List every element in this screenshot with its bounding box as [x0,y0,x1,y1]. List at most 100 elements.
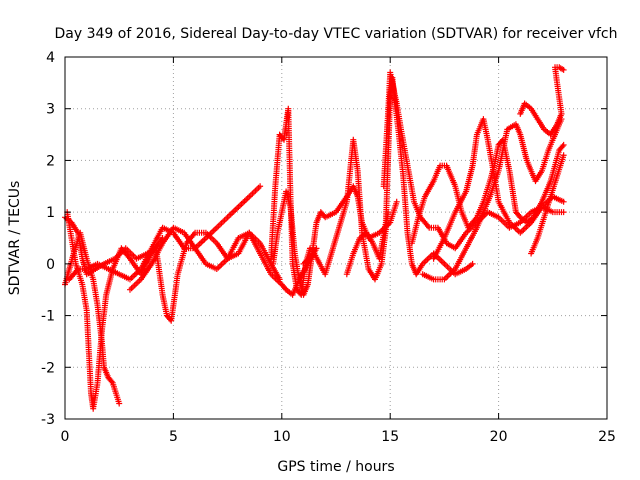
y-tick-label: -3 [41,412,55,428]
data-point-cluster [404,162,417,203]
data-point-cluster [350,236,362,257]
data-point-cluster [532,169,544,185]
data-point-cluster [545,133,558,154]
data-point-cluster [480,116,491,141]
data-point [313,245,320,252]
chart-title: Day 349 of 2016, Sidereal Day-to-day VTE… [54,26,617,42]
data-point-cluster [289,260,300,291]
axis-ticks [64,56,608,420]
data-point-cluster [246,184,262,200]
y-tick-label: 2 [46,153,55,169]
data-point-cluster [484,136,497,177]
data-point-cluster [268,271,284,287]
data-point-cluster [224,236,241,262]
data-point-cluster [272,133,283,190]
data-point-cluster [463,221,479,236]
data-point-cluster [547,123,560,138]
data-point-cluster [83,261,99,272]
data-point-cluster [408,216,421,247]
data-point-cluster [539,180,553,205]
data-point-cluster [419,271,435,282]
data-point-cluster [116,271,132,282]
data-point-cluster [105,266,121,277]
data-point-cluster [430,236,447,262]
data-point-cluster [437,162,448,169]
data-point-cluster [463,262,474,272]
data-point-cluster [101,256,117,267]
data-point-cluster [287,204,298,255]
data-point-cluster [443,162,458,188]
data-point-cluster [213,257,230,272]
data-point-cluster [168,273,181,324]
data-point-cluster [322,210,338,221]
data-point-cluster [148,242,165,267]
data-point [560,209,567,216]
data-point-cluster [506,219,522,235]
data-point-cluster [521,100,533,111]
series-track-7 [270,183,400,298]
data-point-cluster [246,229,263,255]
data-point-cluster [133,251,149,262]
series-track-9 [343,74,476,278]
plot-frame [64,56,608,420]
series-track-15 [528,152,567,257]
data-point-cluster [398,126,411,167]
data-point-cluster [174,242,189,278]
data-point-cluster [528,205,544,226]
data-point-cluster [512,121,523,136]
data-point-cluster [430,164,443,185]
data-point-cluster [528,236,540,257]
data-point-cluster [137,262,154,283]
y-tick-label: 3 [46,102,55,118]
data-point-cluster [268,185,279,262]
data-point-cluster [224,205,240,221]
data-point-cluster [105,374,115,385]
data-point-cluster [452,266,468,278]
data-point-cluster [311,250,328,276]
data-point-cluster [389,79,400,105]
data-point-cluster [491,172,502,203]
data-point-cluster [443,240,457,251]
data-point-cluster [534,116,546,131]
y-tick-label: 0 [46,257,55,273]
data-point-cluster [213,215,230,231]
data-point-cluster [300,283,311,298]
data-point-cluster [376,221,389,262]
y-tick-label: 4 [46,50,55,66]
data-point-cluster [372,262,384,283]
series-track-4 [66,183,264,283]
data-point-cluster [354,167,365,234]
data-point-cluster [283,286,294,297]
data-point-cluster [68,219,80,235]
data-point-cluster [452,231,468,252]
data-point-cluster [552,64,561,71]
x-tick-label: 20 [490,429,508,445]
data-point-cluster [523,157,538,183]
data-point-cluster [495,198,512,224]
data-point-cluster [554,154,566,179]
data-point [393,198,400,205]
x-tick-label: 10 [273,429,291,445]
x-tick-label: 15 [381,429,399,445]
data-point-cluster [192,245,208,266]
data-point-cluster [517,214,529,225]
data-point [257,183,264,190]
data-point-cluster [291,250,302,281]
data-point-cluster [122,245,138,261]
data-point-cluster [556,143,566,154]
data-point-cluster [504,122,518,133]
data-point-cluster [556,64,566,73]
data-point-cluster [68,235,79,265]
data-point-cluster [343,252,356,278]
data-point-cluster [278,281,289,292]
data-marks [62,64,567,412]
data-point [560,198,567,205]
y-tick-label: -2 [41,360,55,376]
data-point-cluster [83,267,97,278]
data-point-cluster [528,105,540,121]
data-point-cluster [170,229,186,250]
data-point-cluster [109,379,122,405]
x-tick-label: 25 [598,429,616,445]
data-point-cluster [322,237,339,278]
